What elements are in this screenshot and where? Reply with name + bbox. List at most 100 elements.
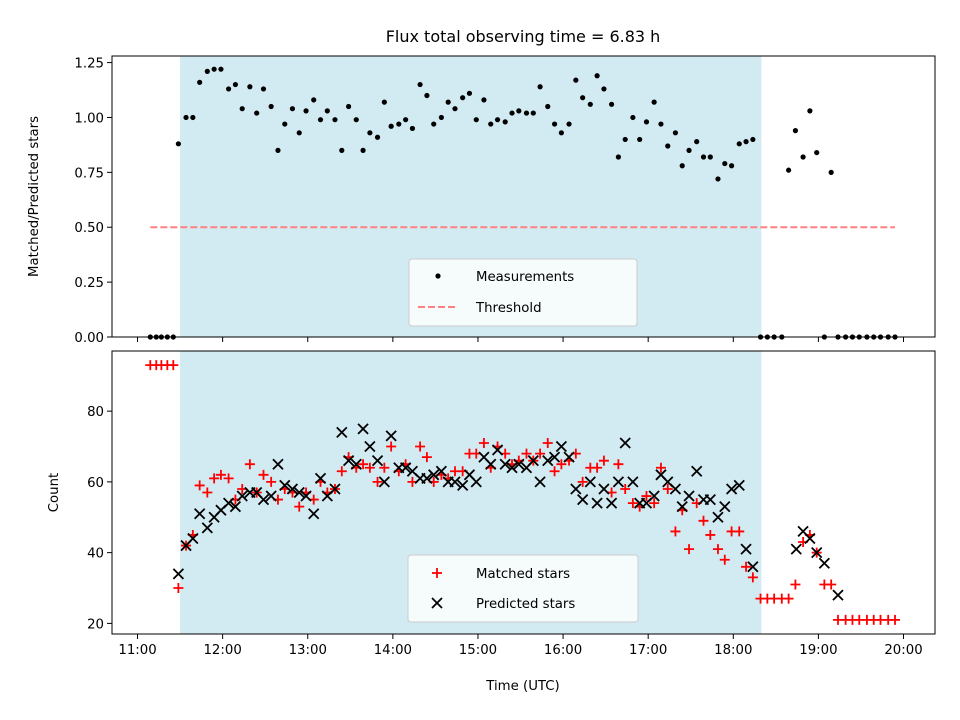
measurements-point (694, 139, 700, 145)
measurements-point (388, 123, 394, 129)
predicted-stars-point (712, 511, 724, 523)
predicted-stars-point (336, 426, 348, 438)
predicted-stars-point (329, 483, 341, 495)
predicted-stars-point (747, 561, 759, 573)
matched-stars-point (215, 469, 226, 480)
measurements-point (686, 147, 692, 153)
measurements-point (481, 97, 487, 103)
matched-stars-point (372, 476, 383, 487)
predicted-stars-point (385, 430, 397, 442)
matched-stars-point (889, 614, 900, 625)
predicted-stars-point (222, 497, 235, 509)
predicted-stars-point (194, 508, 206, 520)
predicted-stars-point (811, 547, 823, 559)
measurements-point (594, 73, 600, 79)
legend-predicted-marker (431, 597, 443, 609)
predicted-stars-point (286, 483, 299, 495)
matched-stars-point (826, 579, 837, 590)
predicted-stars-point (584, 476, 596, 488)
matched-stars-point (641, 491, 652, 502)
predicted-stars-point (818, 557, 830, 569)
measurements-point (622, 136, 628, 143)
matched-stars-point (613, 459, 624, 470)
predicted-stars-point (272, 458, 284, 470)
matched-stars-point (266, 476, 277, 487)
measurements-point (360, 147, 366, 153)
legend-measurements-label: Measurements (476, 270, 574, 285)
x-tick-label: 11:00 (118, 643, 156, 658)
predicted-stars-point (683, 490, 695, 502)
matched-stars-point (223, 473, 234, 484)
measurements-point (800, 154, 806, 160)
measurements-point (324, 108, 330, 114)
matched-stars-point (649, 498, 660, 509)
measurements-point (587, 101, 593, 107)
predicted-stars-point (485, 458, 497, 470)
matched-stars-point (521, 448, 532, 459)
matched-stars-point (790, 579, 801, 590)
measurements-point (268, 103, 274, 110)
measurements-point (311, 97, 317, 103)
measurements-point (608, 101, 615, 107)
measurements-point (516, 108, 522, 114)
predicted-stars-point (804, 532, 816, 545)
matched-stars-point (741, 561, 752, 572)
predicted-stars-point (733, 479, 745, 492)
bottom-panel: 11:00 12:00 13:00 14:00 15:00 16:00 17:00 18:00… (47, 350, 936, 694)
legend-matched-label: Matched stars (476, 567, 570, 582)
measurements-point (431, 121, 437, 127)
predicted-stars-point (740, 543, 752, 555)
y-tick-label: 40 (87, 547, 104, 562)
measurements-point (502, 119, 508, 125)
predicted-stars-point (357, 423, 369, 435)
predicted-stars-point (577, 493, 589, 506)
measurements-point (814, 149, 820, 156)
predicted-stars-point (563, 451, 575, 463)
top-panel-xticks (137, 337, 905, 342)
measurements-point (700, 154, 707, 160)
measurements-point (722, 160, 728, 167)
predicted-stars-point (308, 508, 320, 520)
measurements-point (332, 117, 338, 123)
predicted-stars-point (570, 483, 582, 495)
measurements-point (615, 154, 621, 160)
measurements-point (296, 130, 302, 136)
measurements-point (452, 106, 458, 112)
predicted-stars-point (548, 451, 561, 463)
measurements-point (551, 121, 558, 127)
predicted-stars-point (534, 476, 546, 488)
measurements-point (339, 147, 345, 153)
measurements-point (488, 121, 494, 127)
measurements-point (374, 134, 381, 140)
matched-stars-point (244, 459, 255, 470)
measurements-point (558, 130, 564, 136)
x-tick-label: 14:00 (374, 643, 412, 658)
predicted-stars-point (619, 437, 631, 449)
predicted-stars-point (435, 465, 448, 477)
matched-stars-point (549, 466, 560, 477)
measurements-point (247, 84, 253, 90)
predicted-stars-point (364, 440, 376, 453)
predicted-stars-point (378, 476, 390, 488)
predicted-stars-point (542, 455, 554, 467)
predicted-stars-point (513, 458, 525, 470)
y-tick-label: 0.25 (74, 276, 104, 291)
y-tick-label: 0.75 (74, 166, 104, 181)
matched-stars-point (598, 455, 609, 466)
predicted-stars-point (669, 483, 682, 495)
bottom-panel-frame (111, 350, 936, 635)
measurements-point (658, 121, 664, 127)
measurements-point (707, 154, 713, 160)
top-panel-yticks: 0.00 0.25 0.50 0.75 1.00 1.25 (74, 57, 112, 346)
predicted-stars-point (832, 589, 844, 601)
x-tick-label: 16:00 (544, 643, 582, 658)
predicted-stars-point (265, 490, 277, 502)
measurements-point (750, 136, 756, 143)
measurements-point (403, 117, 409, 123)
matched-stars-point (670, 526, 681, 537)
bottom-panel-yticks: 20 40 60 80 (87, 405, 112, 632)
legend-measurements-marker (435, 273, 441, 279)
matched-stars-point (592, 462, 603, 473)
matched-stars-point (421, 452, 432, 463)
